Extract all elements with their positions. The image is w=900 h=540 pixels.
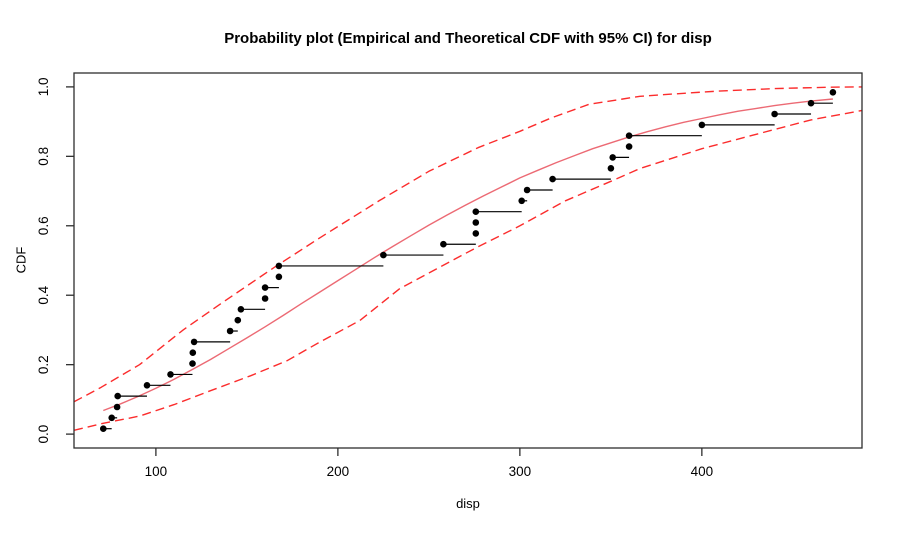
ecdf-point [261,295,269,302]
ecdf-point [189,360,196,367]
x-tick-label: 300 [509,464,532,479]
ecdf-point [440,240,447,248]
y-tick-label: 0.6 [36,216,51,235]
ecdf-point [472,230,480,237]
ecdf-point [380,251,387,259]
ecdf-point [114,392,121,400]
ecdf-point [472,219,480,226]
ecdf-point [190,338,198,346]
ecdf-point [625,143,633,150]
ecdf-point [609,154,616,161]
ecdf-point [237,306,245,313]
ecdf-point [607,165,615,172]
ci-upper-dashed-line [73,86,863,403]
ecdf-point [518,197,525,205]
ecdf-point [234,316,242,324]
ecdf-point [113,403,121,411]
x-tick-label: 200 [327,464,350,479]
x-tick-label: 100 [145,464,168,479]
chart-title: Probability plot (Empirical and Theoreti… [224,30,712,47]
ci-lower-dashed-line [73,109,863,431]
ecdf-point [523,186,531,194]
ecdf-point [100,425,107,433]
theoretical-cdf-line [103,98,833,412]
y-tick-label: 0.2 [36,355,51,374]
ecdf-point [771,110,778,118]
ecdf-point [275,273,283,281]
ecdf-point [807,99,815,107]
y-tick-label: 1.0 [36,78,51,97]
ecdf-point [472,208,480,215]
ecdf-point [698,121,706,129]
x-axis-label: disp [456,496,480,511]
plot-box [73,72,863,449]
ecdf-point [143,382,151,389]
y-tick-label: 0.8 [36,147,51,166]
y-tick-label: 0.4 [36,285,51,304]
ecdf-point [189,349,197,357]
ecdf-point [261,284,269,291]
ecdf-point [167,371,174,378]
ecdf-point [829,89,837,96]
ecdf-point [549,175,556,183]
ecdf-point [275,262,283,270]
x-tick-label: 400 [691,464,714,479]
ecdf-point [108,414,115,422]
ecdf-point [226,327,234,335]
ecdf-point [625,132,633,139]
y-tick-label: 0.0 [36,425,51,444]
y-axis-label: CDF [13,246,29,274]
